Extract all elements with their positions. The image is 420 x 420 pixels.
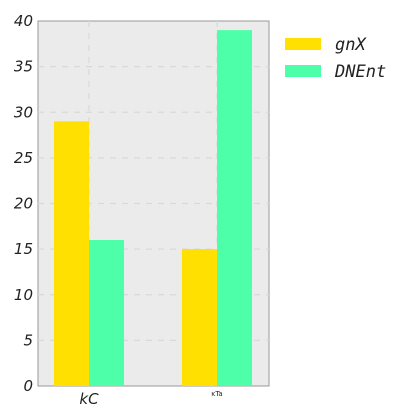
y-tick-label: 40 [14, 12, 33, 30]
legend: gnX DNEnt [285, 35, 386, 82]
legend-label-DNEnt: DNEnt [334, 62, 386, 82]
y-tick-label: 15 [14, 240, 33, 258]
x-tick-label: kC [79, 390, 99, 408]
legend-swatch-gnX [285, 38, 321, 50]
y-tick-label: 30 [14, 103, 33, 121]
bar-gnX-1 [182, 249, 217, 386]
legend-swatch-DNEnt [285, 65, 321, 77]
y-tick-label: 35 [14, 58, 33, 76]
x-tick-label: ĸTa [211, 390, 222, 398]
legend-label-gnX: gnX [335, 35, 367, 55]
y-tick-label: 25 [14, 149, 33, 167]
y-tick-label: 10 [14, 286, 33, 304]
bar-DNEnt-1 [217, 30, 252, 386]
x-axis-ticks: kC ĸTa [79, 390, 222, 408]
y-tick-label: 5 [23, 331, 33, 349]
y-tick-label: 0 [23, 377, 33, 395]
y-tick-label: 20 [14, 195, 33, 213]
y-axis-ticks: 0 5 10 15 20 25 30 35 40 [14, 12, 33, 395]
bar-DNEnt-0 [89, 240, 124, 386]
bar-gnX-0 [54, 121, 89, 386]
bars [54, 30, 252, 386]
